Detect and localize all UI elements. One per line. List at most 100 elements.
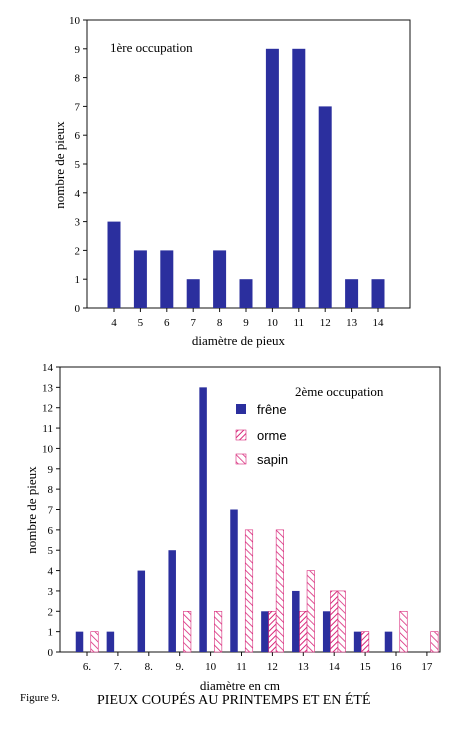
bar — [318, 106, 332, 309]
legend-swatch-orme — [235, 429, 247, 441]
bar — [345, 279, 359, 308]
x-tick-label: 13 — [298, 661, 310, 673]
bar-sapin — [275, 529, 284, 653]
y-tick-label: 5 — [48, 545, 54, 557]
bar — [186, 279, 200, 308]
y-tick-label: 9 — [48, 464, 54, 476]
bar — [160, 250, 174, 308]
x-tick-label: 12 — [320, 317, 331, 329]
y-tick-label: 7 — [75, 101, 81, 113]
y-tick-label: 8 — [48, 484, 54, 496]
x-tick-label: 15 — [360, 661, 372, 673]
y-tick-label: 1 — [48, 627, 54, 639]
x-tick-label: 7. — [114, 661, 123, 673]
legend-label: sapin — [257, 452, 288, 467]
bar-sapin — [90, 631, 99, 653]
y-tick-label: 6 — [75, 130, 81, 142]
bar-orme — [268, 610, 277, 653]
y-tick-label: 8 — [75, 73, 81, 85]
x-tick-label: 6 — [164, 317, 170, 329]
y-axis-label: nombre de pieux — [52, 121, 67, 209]
y-tick-label: 2 — [48, 606, 54, 618]
x-tick-label: 5 — [138, 317, 144, 329]
y-axis-label: nombre de pieux — [24, 466, 39, 554]
y-tick-label: 13 — [42, 382, 54, 394]
bar-orme — [361, 631, 370, 653]
y-tick-label: 4 — [75, 188, 81, 200]
x-tick-label: 10 — [205, 661, 217, 673]
legend-swatch-sapin — [235, 453, 247, 465]
bar-frne — [106, 631, 115, 652]
x-tick-label: 9 — [243, 317, 249, 329]
bar — [371, 279, 385, 308]
x-tick-label: 11 — [236, 661, 247, 673]
bar — [107, 221, 121, 308]
y-tick-label: 5 — [75, 159, 81, 171]
y-tick-label: 10 — [69, 15, 81, 27]
bar-frne — [199, 387, 207, 652]
x-tick-label: 16 — [391, 661, 403, 673]
bar-frne — [353, 631, 362, 652]
y-tick-label: 0 — [75, 303, 81, 315]
bar-sapin — [214, 610, 223, 653]
x-axis-label: diamètre de pieux — [192, 333, 286, 348]
bar-frne — [292, 590, 300, 652]
x-tick-label: 10 — [267, 317, 279, 329]
x-tick-label: 14 — [329, 661, 341, 673]
legend-swatch-frne — [236, 404, 246, 414]
legend-label: orme — [257, 428, 287, 443]
bar-frne — [384, 631, 393, 652]
x-tick-label: 4 — [111, 317, 117, 329]
x-tick-label: 14 — [373, 317, 385, 329]
x-axis-label: diamètre en cm — [200, 678, 280, 693]
bar-orme — [330, 590, 339, 653]
y-tick-label: 9 — [75, 44, 81, 56]
figure-caption: PIEUX COUPÉS AU PRINTEMPS ET EN ÉTÉ — [97, 691, 371, 708]
y-tick-label: 10 — [42, 443, 54, 455]
bar — [213, 250, 227, 308]
bar-frne — [168, 550, 176, 652]
y-tick-label: 14 — [42, 362, 54, 374]
bar-frne — [230, 509, 238, 652]
y-tick-label: 3 — [48, 586, 54, 598]
bar-orme — [299, 610, 308, 653]
y-tick-label: 1 — [75, 274, 81, 286]
bar-sapin — [306, 570, 315, 653]
y-tick-label: 11 — [42, 423, 53, 435]
y-tick-label: 7 — [48, 505, 54, 517]
x-tick-label: 6. — [83, 661, 92, 673]
y-tick-label: 6 — [48, 525, 54, 537]
x-tick-label: 17 — [421, 661, 433, 673]
x-tick-label: 11 — [294, 317, 305, 329]
bar-sapin — [244, 529, 254, 653]
y-tick-label: 12 — [42, 403, 53, 415]
x-tick-label: 7 — [190, 317, 196, 329]
bar — [292, 48, 306, 309]
bar — [265, 48, 279, 309]
bar — [239, 279, 253, 308]
y-tick-label: 0 — [48, 647, 54, 659]
x-tick-label: 9. — [176, 661, 185, 673]
x-tick-label: 8 — [217, 317, 223, 329]
y-tick-label: 3 — [75, 217, 81, 229]
y-tick-label: 4 — [48, 566, 54, 578]
bar-sapin — [399, 610, 408, 653]
x-tick-label: 8. — [145, 661, 154, 673]
bar-sapin — [183, 610, 192, 653]
chart-annotation: 2ème occupation — [295, 384, 384, 399]
bar-frne — [261, 611, 269, 652]
legend-label: frêne — [257, 402, 287, 417]
chart-annotation: 1ère occupation — [110, 40, 193, 55]
bar — [133, 250, 147, 308]
bar-sapin — [337, 590, 346, 653]
bar-sapin — [430, 631, 439, 653]
bar-frne — [137, 570, 146, 652]
bar-frne — [322, 611, 331, 652]
y-tick-label: 2 — [75, 245, 81, 257]
x-tick-label: 12 — [267, 661, 278, 673]
x-tick-label: 13 — [346, 317, 358, 329]
